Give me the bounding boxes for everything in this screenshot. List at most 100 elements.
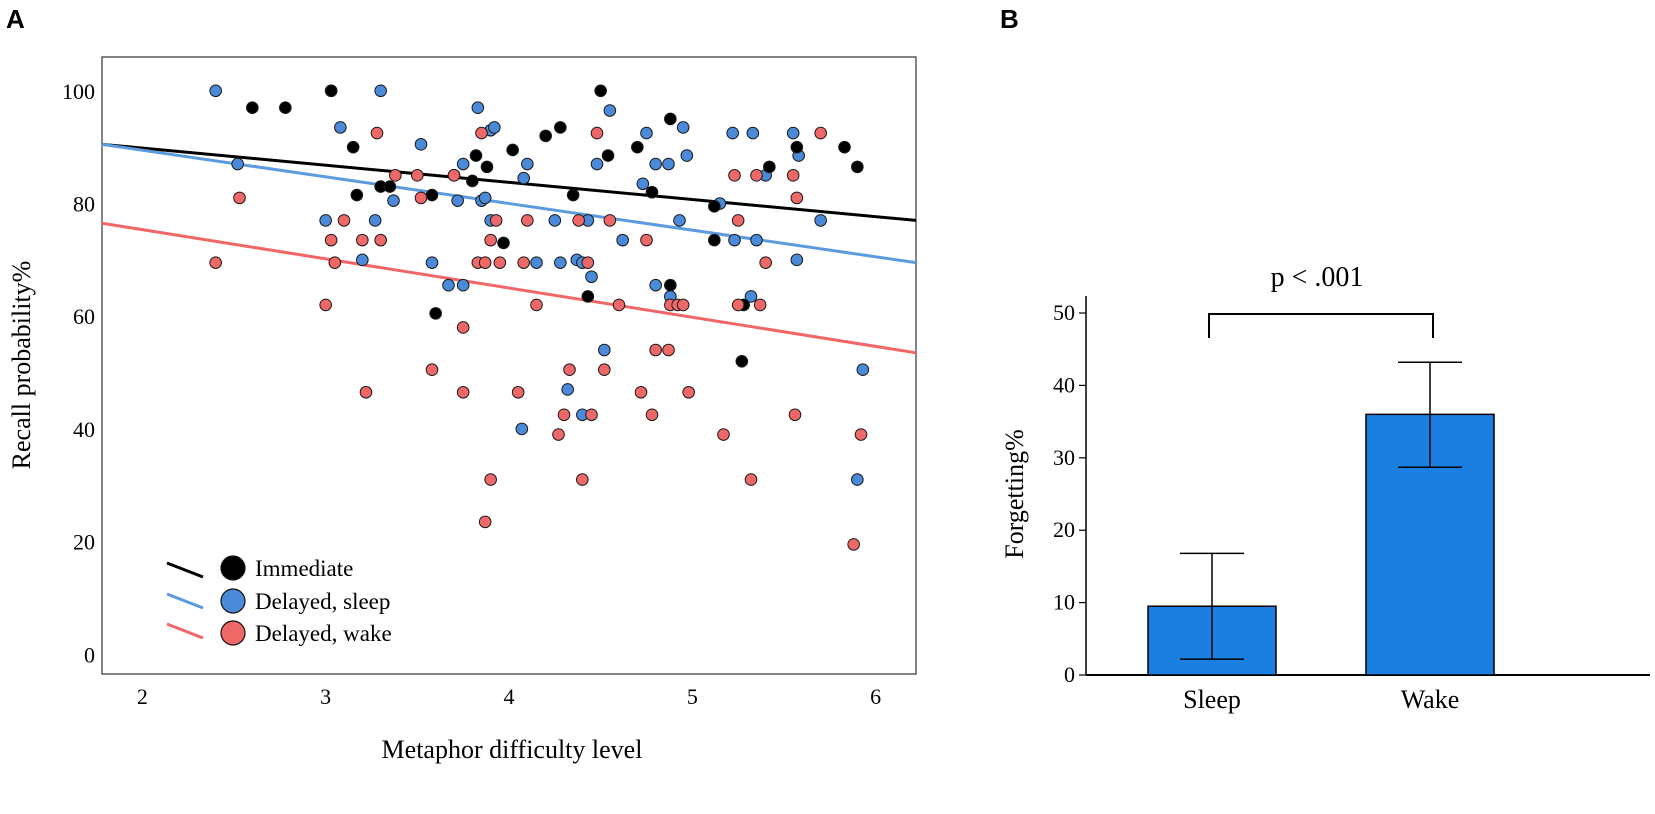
- panel-b-label: B: [1000, 4, 1019, 34]
- scatter-x-tick-label: 5: [687, 684, 698, 709]
- point-sleep: [231, 157, 244, 171]
- point-wake: [750, 169, 763, 182]
- point-wake: [324, 233, 338, 247]
- point-wake: [233, 191, 246, 205]
- point-immediate: [664, 278, 677, 292]
- scatter-y-tick-label: 20: [73, 530, 95, 555]
- point-wake: [209, 256, 222, 269]
- scatter-x-tick-label: 4: [504, 684, 515, 709]
- point-wake: [478, 256, 492, 269]
- point-sleep: [814, 214, 827, 227]
- point-immediate: [554, 121, 567, 134]
- point-sleep: [451, 194, 464, 207]
- panel-a-label: A: [6, 4, 25, 34]
- point-immediate: [429, 307, 442, 320]
- bar-y-ticks: 0 10 20 30 40 50: [1053, 300, 1086, 687]
- point-wake: [786, 169, 800, 182]
- scatter-x-tick-label: 2: [137, 684, 148, 709]
- point-sleep: [561, 383, 574, 396]
- point-wake: [649, 343, 662, 357]
- point-wake: [603, 214, 617, 227]
- point-wake: [790, 191, 804, 205]
- point-immediate: [383, 180, 397, 193]
- point-immediate: [246, 101, 259, 115]
- point-wake: [511, 385, 525, 399]
- point-immediate: [350, 188, 364, 202]
- point-immediate: [601, 149, 615, 162]
- legend-line-sleep: [166, 592, 204, 610]
- scatter-x-axis-title: Metaphor difficulty level: [382, 735, 643, 764]
- point-sleep: [746, 126, 760, 140]
- point-sleep: [790, 253, 804, 267]
- point-wake: [475, 126, 488, 140]
- point-immediate: [594, 84, 607, 98]
- point-wake: [744, 473, 758, 486]
- point-sleep: [662, 157, 675, 171]
- significance-bracket: [1208, 313, 1434, 338]
- point-wake: [517, 256, 530, 269]
- point-wake: [447, 169, 461, 182]
- point-sleep: [374, 84, 387, 98]
- point-wake: [847, 538, 860, 551]
- point-wake: [489, 214, 503, 227]
- point-immediate: [539, 129, 552, 143]
- point-sleep: [319, 214, 332, 227]
- point-sleep: [649, 278, 662, 292]
- point-wake: [370, 126, 384, 140]
- point-immediate: [469, 149, 483, 162]
- point-wake: [731, 214, 745, 227]
- point-sleep: [750, 233, 763, 247]
- bar-y-tick-label: 10: [1053, 590, 1075, 615]
- point-wake: [645, 408, 659, 422]
- point-sleep: [554, 256, 567, 269]
- point-wake: [557, 408, 571, 422]
- point-wake: [456, 321, 470, 334]
- scatter-points: [209, 84, 870, 551]
- point-wake: [563, 363, 576, 377]
- point-wake: [478, 515, 492, 529]
- point-sleep: [598, 343, 611, 357]
- point-wake: [585, 408, 598, 422]
- point-immediate: [566, 188, 580, 202]
- bar-y-tick-label: 20: [1053, 517, 1075, 542]
- point-immediate: [763, 160, 776, 174]
- point-wake: [493, 256, 507, 269]
- point-wake: [728, 169, 741, 182]
- legend-label-immediate: Immediate: [255, 556, 353, 581]
- point-sleep: [590, 157, 604, 171]
- scatter-x-ticks: 2 3 4 5 6: [137, 684, 881, 709]
- point-sleep: [517, 171, 530, 185]
- point-sleep: [680, 149, 694, 162]
- point-wake: [425, 363, 439, 377]
- point-sleep: [530, 256, 543, 269]
- point-wake: [612, 298, 626, 312]
- point-sleep: [521, 157, 534, 171]
- point-sleep: [786, 126, 800, 140]
- point-immediate: [645, 185, 659, 199]
- point-sleep: [471, 101, 485, 115]
- point-sleep: [334, 121, 347, 134]
- point-wake: [676, 298, 690, 312]
- point-wake: [731, 298, 745, 312]
- point-wake: [662, 343, 675, 357]
- point-wake: [634, 385, 648, 399]
- point-immediate: [425, 188, 439, 202]
- point-sleep: [603, 104, 617, 117]
- point-wake: [854, 428, 868, 441]
- fit-line-wake: [101, 221, 917, 355]
- point-wake: [530, 298, 543, 312]
- point-sleep: [356, 253, 369, 267]
- bar-y-tick-label: 50: [1053, 300, 1075, 325]
- point-wake: [572, 214, 585, 227]
- scatter-legend: Immediate Delayed, sleep Delayed, wake: [166, 555, 392, 646]
- bar-y-tick-label: 30: [1053, 445, 1075, 470]
- significance-bracket-line: [1208, 313, 1434, 338]
- point-wake: [788, 408, 802, 422]
- point-wake: [484, 233, 497, 247]
- point-immediate: [497, 236, 510, 250]
- point-sleep: [726, 126, 739, 140]
- significance-annotation: p < .001: [1271, 262, 1364, 293]
- point-immediate: [581, 290, 595, 303]
- point-sleep: [744, 290, 758, 303]
